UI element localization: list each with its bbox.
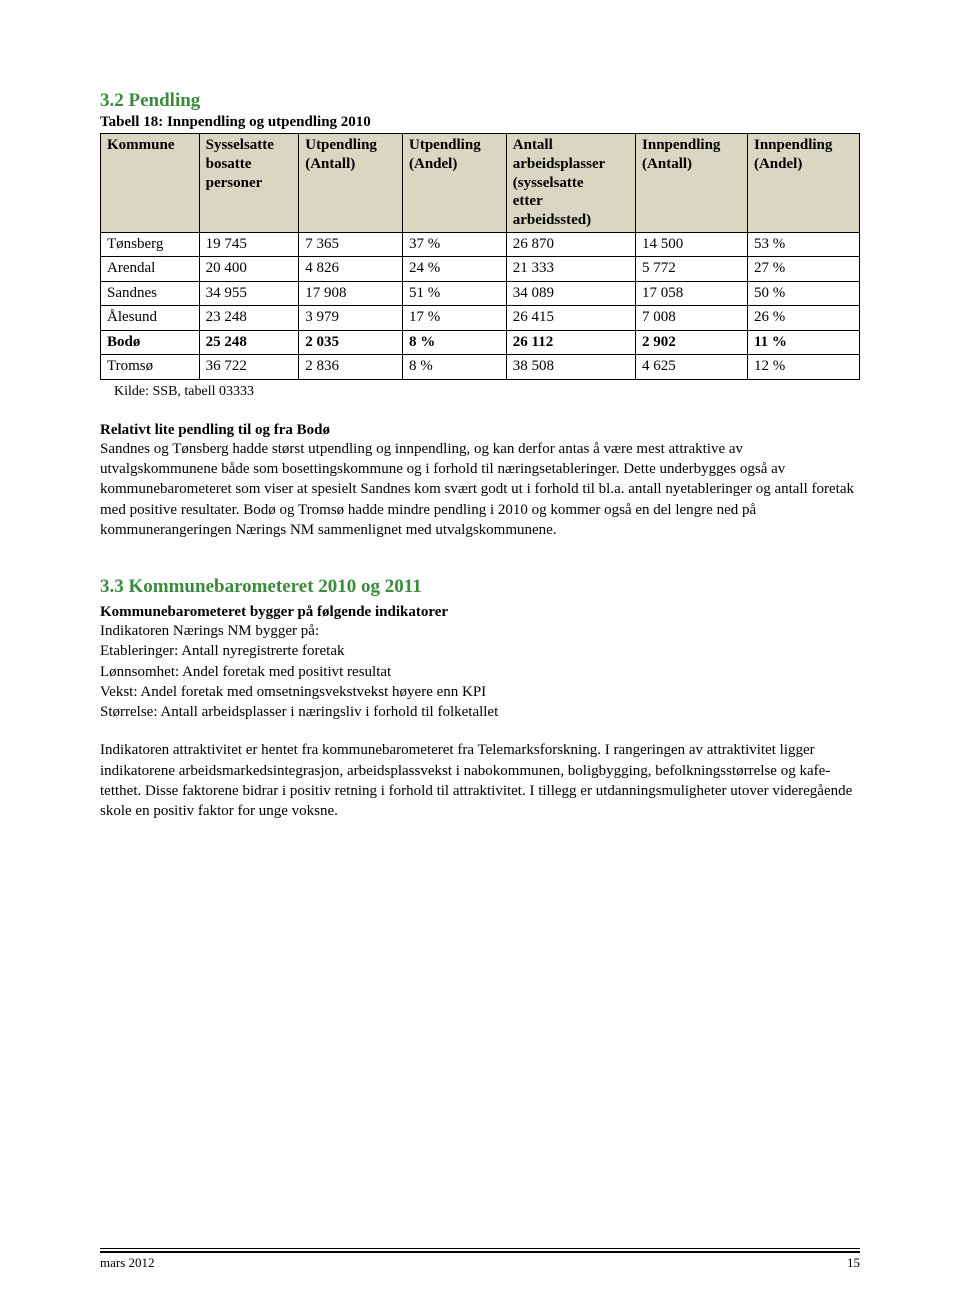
indicator-line-0: Indikatoren Nærings NM bygger på: <box>100 621 860 641</box>
table-cell: 19 745 <box>199 232 299 257</box>
table-cell: Sandnes <box>101 281 200 306</box>
table-cell: 5 772 <box>636 257 748 282</box>
table-cell: 17 % <box>403 306 507 331</box>
table-cell: 25 248 <box>199 330 299 355</box>
para1-body: Sandnes og Tønsberg hadde størst utpendl… <box>100 439 860 540</box>
table-cell: 34 089 <box>506 281 635 306</box>
table-cell: 53 % <box>747 232 859 257</box>
section-3-2-heading: 3.2 Pendling <box>100 90 860 112</box>
table-cell: 51 % <box>403 281 507 306</box>
table-cell: 11 % <box>747 330 859 355</box>
col-arbeidsplasser: Antallarbeidsplasser(sysselsatteetterarb… <box>506 134 635 233</box>
table-cell: 17 908 <box>299 281 403 306</box>
table-cell: 17 058 <box>636 281 748 306</box>
table-row: Bodø25 2482 0358 %26 1122 90211 % <box>101 330 860 355</box>
table-cell: 2 836 <box>299 355 403 380</box>
col-innpendling-antall: Innpendling(Antall) <box>636 134 748 233</box>
indicator-line-4: Størrelse: Antall arbeidsplasser i nærin… <box>100 702 860 722</box>
table-row: Tønsberg19 7457 36537 %26 87014 50053 % <box>101 232 860 257</box>
section33-subtitle: Kommunebarometeret bygger på følgende in… <box>100 604 860 621</box>
para1-title: Relativt lite pendling til og fra Bodø <box>100 422 860 439</box>
table-header-row: Kommune Sysselsattebosattepersoner Utpen… <box>101 134 860 233</box>
table-cell: 8 % <box>403 355 507 380</box>
indicator-line-2: Lønnsomhet: Andel foretak med positivt r… <box>100 662 860 682</box>
table-cell: 26 % <box>747 306 859 331</box>
table-cell: 21 333 <box>506 257 635 282</box>
section-3-3-heading: 3.3 Kommunebarometeret 2010 og 2011 <box>100 576 860 598</box>
table-cell: Tønsberg <box>101 232 200 257</box>
table-cell: 26 112 <box>506 330 635 355</box>
table-row: Ålesund23 2483 97917 %26 4157 00826 % <box>101 306 860 331</box>
table-cell: 3 979 <box>299 306 403 331</box>
table-cell: Tromsø <box>101 355 200 380</box>
table-cell: 14 500 <box>636 232 748 257</box>
table-cell: 50 % <box>747 281 859 306</box>
table-cell: Bodø <box>101 330 200 355</box>
footer-page-number: 15 <box>847 1255 860 1271</box>
table-cell: 4 625 <box>636 355 748 380</box>
table-18-title: Tabell 18: Innpendling og utpendling 201… <box>100 114 860 131</box>
table-18: Kommune Sysselsattebosattepersoner Utpen… <box>100 133 860 380</box>
table-cell: 37 % <box>403 232 507 257</box>
table-cell: 7 365 <box>299 232 403 257</box>
col-kommune: Kommune <box>101 134 200 233</box>
table-cell: Ålesund <box>101 306 200 331</box>
table-cell: 20 400 <box>199 257 299 282</box>
table-row: Arendal20 4004 82624 %21 3335 77227 % <box>101 257 860 282</box>
col-utpendling-antall: Utpendling(Antall) <box>299 134 403 233</box>
indicator-line-1: Etableringer: Antall nyregistrerte foret… <box>100 641 860 661</box>
col-utpendling-andel: Utpendling(Andel) <box>403 134 507 233</box>
col-sysselsatte: Sysselsattebosattepersoner <box>199 134 299 233</box>
table-cell: 12 % <box>747 355 859 380</box>
table-cell: 36 722 <box>199 355 299 380</box>
table-cell: 38 508 <box>506 355 635 380</box>
para2-body: Indikatoren attraktivitet er hentet fra … <box>100 740 860 821</box>
table-cell: 27 % <box>747 257 859 282</box>
table-cell: 23 248 <box>199 306 299 331</box>
table-row: Sandnes34 95517 90851 %34 08917 05850 % <box>101 281 860 306</box>
table-cell: Arendal <box>101 257 200 282</box>
table-cell: 2 035 <box>299 330 403 355</box>
table-cell: 4 826 <box>299 257 403 282</box>
table-row: Tromsø36 7222 8368 %38 5084 62512 % <box>101 355 860 380</box>
table-cell: 34 955 <box>199 281 299 306</box>
indicator-line-3: Vekst: Andel foretak med omsetningsvekst… <box>100 682 860 702</box>
col-innpendling-andel: Innpendling(Andel) <box>747 134 859 233</box>
table-cell: 26 870 <box>506 232 635 257</box>
table-cell: 24 % <box>403 257 507 282</box>
table-cell: 7 008 <box>636 306 748 331</box>
table-cell: 26 415 <box>506 306 635 331</box>
table-cell: 8 % <box>403 330 507 355</box>
footer-date: mars 2012 <box>100 1255 155 1271</box>
page-footer: mars 2012 15 <box>100 1251 860 1271</box>
table-source: Kilde: SSB, tabell 03333 <box>114 384 860 400</box>
table-cell: 2 902 <box>636 330 748 355</box>
